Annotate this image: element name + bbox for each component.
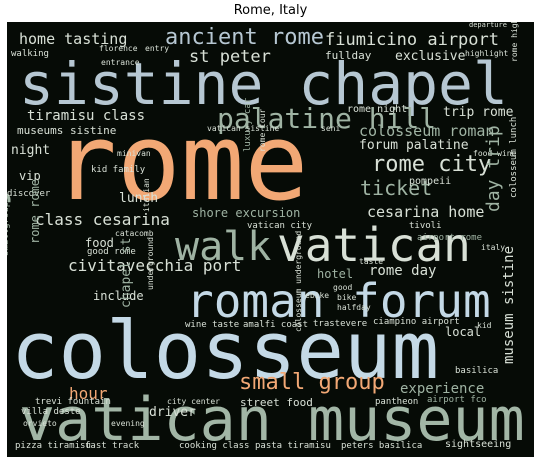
word-rome: rome (53, 101, 309, 224)
word-entrance: entrance (101, 58, 140, 67)
word-ebike: ebike (305, 291, 330, 300)
word-basilica: basilica (455, 366, 499, 376)
word-pizza-tiramisu: pizza tiramisu (15, 441, 91, 451)
word-hotel: hotel (317, 267, 354, 281)
word-luxury-car: luxury car (243, 97, 253, 152)
word-fullday: fullday (325, 49, 372, 62)
word-halfday: halfday (337, 303, 371, 312)
word-wine-taste: wine taste (185, 320, 240, 330)
word-seni: seni (321, 124, 341, 133)
word-ciampino-airport: ciampino airport (373, 317, 460, 327)
word-cesarina-home: cesarina home (367, 203, 485, 221)
word-tivoli: tivoli (409, 221, 442, 231)
word-rome-highlight: rome highlight (510, 22, 519, 62)
word-walking: walking (11, 49, 49, 59)
word-highlight: highlight (465, 49, 509, 58)
word-shore-excursion: shore excursion (192, 206, 301, 220)
word-airport-fco: airport fco (427, 395, 487, 405)
word-trip-rome: trip rome (443, 105, 514, 120)
word-trastevere: trastevere (313, 319, 368, 329)
word-departure: departure (469, 22, 507, 29)
word-cloud: rome colosseum vatican museum sistine ch… (7, 22, 534, 457)
word-hour: hour (69, 384, 108, 403)
word-walk: walk (175, 224, 272, 270)
word-st-peter: st peter (189, 47, 271, 67)
word-peters-basilica: peters basilica (341, 441, 423, 451)
word-vatican: vatican (277, 218, 471, 272)
word-airport-rome: airport rome (417, 233, 483, 243)
word-vip: vip (19, 169, 41, 183)
word-bike: bike (337, 293, 357, 302)
word-rome-rome: rome rome (28, 178, 42, 244)
word-vatican-sistine: vatican sistine (207, 124, 280, 133)
word-orvieto: orvieto (23, 419, 57, 428)
word-fast-track: fast track (85, 441, 140, 451)
word-pasta-tiramisu: pasta tiramisu (255, 441, 331, 451)
word-day-trip: day trip (483, 125, 504, 212)
word-civitavecchia-port: civitavecchia port (68, 256, 242, 275)
word-pompeii: pompeii (409, 176, 452, 187)
word-underground: underground (146, 237, 155, 290)
word-florence: florence (99, 44, 138, 53)
word-kid: kid (477, 321, 492, 330)
word-italy: italy (481, 243, 506, 252)
word-trevi-fountain: trevi fountain (35, 397, 111, 407)
word-sistine-chapel: sistine chapel (19, 50, 508, 118)
word-minivan: minivan (117, 149, 151, 158)
word-forum-palatine: forum palatine (359, 138, 469, 153)
word-entry: entry (145, 44, 170, 53)
word-vatican-museum: vatican museum (19, 385, 525, 455)
word-cooking-class: cooking class (179, 441, 250, 451)
word-street-food: street food (240, 396, 313, 409)
word-home-tasting: home tasting (19, 30, 128, 48)
word-city-center: city center (167, 397, 220, 406)
word-colosseum-underground: colosseum underground (294, 230, 303, 332)
word-tiramisu-class: tiramisu class (27, 108, 146, 124)
word-discover: discover (7, 189, 51, 199)
word-colosseum-lunch: colosseum lunch (509, 116, 519, 198)
word-kid-family: kid family (91, 165, 146, 175)
word-lunch: lunch (119, 191, 159, 206)
word-local: local (445, 325, 482, 339)
word-food: food (85, 236, 114, 250)
word-ancient-rome: ancient rome (165, 25, 324, 50)
word-museum-sistine: museum sistine (501, 245, 517, 364)
word-amalfi-coast: amalfi coast (243, 320, 309, 330)
word-ticket: ticket (360, 176, 433, 200)
word-rome-tour: rome tour (258, 108, 267, 152)
word-palatine-hill: palatine hill (217, 102, 437, 135)
word-villa-deste: villa deste (21, 407, 81, 417)
word-exclusive: exclusive (395, 49, 466, 64)
word-italian: italian (142, 178, 151, 212)
word-experience: experience (400, 381, 485, 397)
word-evening: evening (111, 419, 145, 428)
word-colosseum: colosseum (11, 305, 440, 397)
word-chapel-st: chapel st (119, 237, 134, 308)
word-sightseeing: sightseeing (445, 439, 512, 450)
word-colosseum-roman: colosseum roman (359, 122, 495, 140)
chart-title: Rome, Italy (233, 3, 308, 18)
word-small-group: small group (239, 370, 385, 395)
word-colosseum-ancient: colosseum ancient (7, 229, 9, 322)
word-food-wine: food wine (473, 149, 517, 158)
word-driver: driver (149, 405, 196, 420)
word-roman-forum: roman forum (186, 274, 491, 328)
word-catacomb: catacomb (115, 229, 154, 238)
word-class-cesarina: class cesarina (35, 210, 170, 229)
word-taste: taste (359, 257, 384, 266)
word-good: good (333, 283, 353, 292)
word-rome-night: rome night (347, 104, 408, 115)
word-vatican-city: vatican city (247, 221, 313, 231)
word-include: include (93, 289, 144, 303)
word-pantheon: pantheon (375, 397, 419, 407)
word-rome-city: rome city (372, 152, 492, 177)
word-good-rome: good rome (87, 247, 136, 257)
word-rome-day: rome day (369, 263, 437, 279)
word-museums-sistine: museums sistine (17, 124, 117, 137)
word-night: night (11, 143, 51, 158)
word-fiumicino-airport: fiumicino airport (325, 30, 499, 50)
